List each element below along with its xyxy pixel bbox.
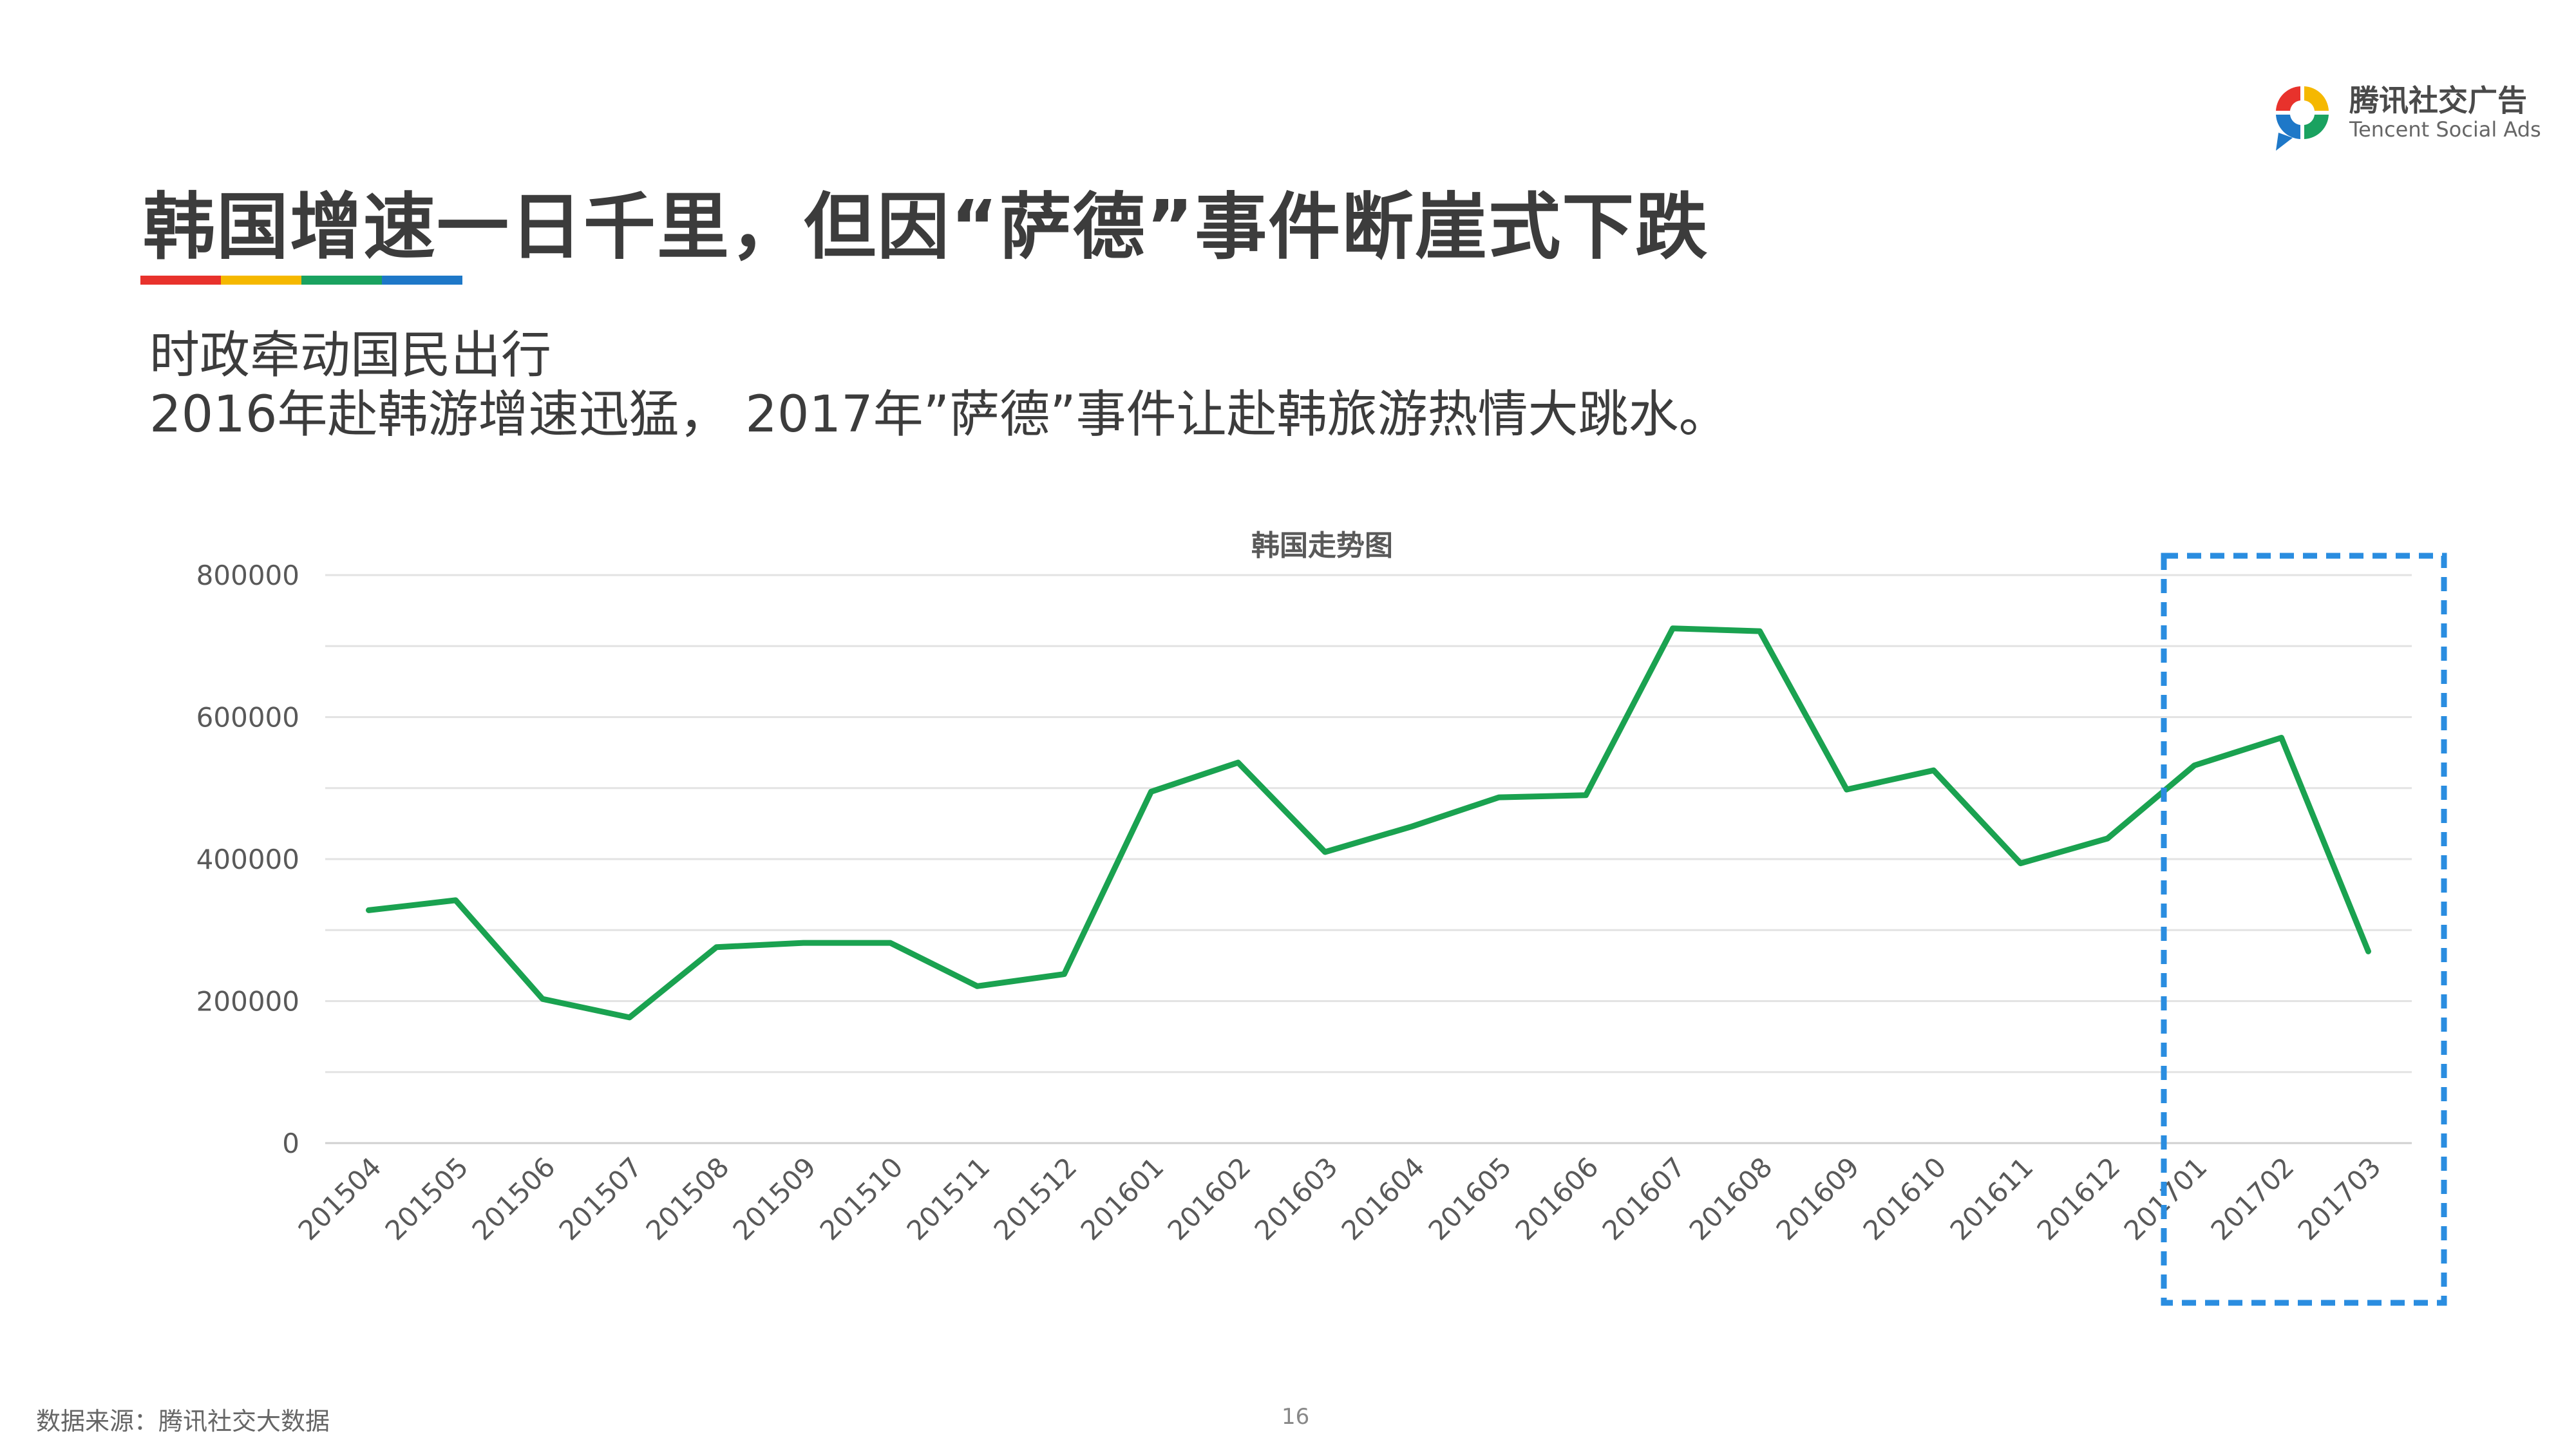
chart-title: 韩国走势图 bbox=[1251, 529, 1393, 562]
logo-name-cn: 腾讯社交广告 bbox=[2349, 83, 2527, 118]
x-tick-label: 201609 bbox=[1770, 1151, 1866, 1246]
series-point bbox=[1846, 788, 1848, 790]
x-tick-label: 201608 bbox=[1683, 1151, 1779, 1246]
series-point bbox=[1672, 627, 1674, 629]
x-tick-label: 201612 bbox=[2031, 1151, 2126, 1246]
subtitle-line-2: 2016年赴韩游增速迅猛， 2017年”萨德”事件让赴韩旅游热情大跳水。 bbox=[149, 386, 1729, 444]
gridlines bbox=[325, 574, 2412, 1144]
series-point bbox=[2020, 862, 2022, 864]
accent-blue bbox=[382, 276, 462, 285]
x-tick-label: 201602 bbox=[1162, 1151, 1257, 1246]
x-axis-ticks: 2015042015052015062015072015082015092015… bbox=[292, 1151, 2387, 1246]
subtitle: 时政牵动国民出行 2016年赴韩游增速迅猛， 2017年”萨德”事件让赴韩旅游热… bbox=[149, 326, 1729, 444]
series-point bbox=[2193, 764, 2195, 766]
x-tick-label: 201509 bbox=[727, 1151, 822, 1246]
logo-name-en: Tencent Social Ads bbox=[2349, 117, 2541, 142]
x-tick-label: 201601 bbox=[1075, 1151, 1170, 1246]
x-tick-label: 201610 bbox=[1857, 1151, 1953, 1246]
series-point bbox=[1411, 826, 1413, 828]
series-point bbox=[2367, 951, 2369, 952]
accent-green bbox=[301, 276, 382, 285]
x-tick-label: 201703 bbox=[2292, 1151, 2387, 1246]
series-point bbox=[1063, 973, 1065, 975]
accent-yellow bbox=[221, 276, 301, 285]
y-tick-label: 0 bbox=[282, 1128, 299, 1159]
tencent-social-ads-logo: 腾讯社交广告 Tencent Social Ads bbox=[2260, 71, 2544, 155]
highlight-layer bbox=[2161, 553, 2447, 1306]
highlight-box bbox=[2161, 553, 2447, 1306]
series-point bbox=[1498, 797, 1500, 799]
subtitle-line-1: 时政牵动国民出行 bbox=[149, 327, 552, 384]
series-line bbox=[366, 625, 2371, 1021]
series-point bbox=[802, 942, 804, 944]
x-tick-label: 201604 bbox=[1336, 1151, 1431, 1246]
series-point bbox=[1933, 770, 1935, 772]
series-point bbox=[1585, 794, 1587, 796]
x-tick-label: 201512 bbox=[988, 1151, 1083, 1246]
x-tick-label: 201702 bbox=[2205, 1151, 2300, 1246]
y-tick-label: 800000 bbox=[196, 560, 299, 591]
page-number: 16 bbox=[1282, 1404, 1310, 1430]
series-point bbox=[629, 1016, 630, 1018]
x-tick-label: 201505 bbox=[379, 1151, 475, 1246]
y-axis-ticks: 0 200000 400000 600000 800000 bbox=[196, 560, 299, 1159]
x-tick-label: 201504 bbox=[292, 1151, 388, 1246]
series-point bbox=[455, 899, 457, 901]
series-point bbox=[1759, 630, 1761, 632]
series-point bbox=[1324, 851, 1326, 853]
x-tick-label: 201506 bbox=[466, 1151, 562, 1246]
y-tick-label: 600000 bbox=[196, 702, 299, 734]
y-tick-label: 200000 bbox=[196, 986, 299, 1018]
x-tick-label: 201611 bbox=[1944, 1151, 2040, 1246]
series-point bbox=[889, 942, 891, 944]
series-point bbox=[1237, 762, 1239, 764]
accent-red bbox=[140, 276, 221, 285]
series-point bbox=[1150, 791, 1152, 793]
x-tick-label: 201511 bbox=[901, 1151, 996, 1246]
logo-ring-icon bbox=[2276, 86, 2329, 151]
series-layer bbox=[366, 625, 2371, 1021]
series-point bbox=[368, 909, 370, 911]
x-tick-label: 201508 bbox=[640, 1151, 735, 1246]
series-point bbox=[2280, 737, 2282, 739]
title-accent-bar bbox=[140, 276, 462, 285]
x-tick-label: 201605 bbox=[1423, 1151, 1518, 1246]
x-tick-label: 201607 bbox=[1596, 1151, 1692, 1246]
y-tick-label: 400000 bbox=[196, 844, 299, 875]
page-title: 韩国增速一日千里，但因“萨德”事件断崖式下跌 bbox=[143, 185, 1709, 269]
x-tick-label: 201606 bbox=[1510, 1151, 1605, 1246]
x-tick-label: 201510 bbox=[814, 1151, 909, 1246]
x-tick-label: 201507 bbox=[553, 1151, 649, 1246]
series-point bbox=[542, 998, 544, 1000]
series-point bbox=[715, 946, 717, 948]
series-point bbox=[2107, 838, 2108, 840]
data-source: 数据来源：腾讯社交大数据 bbox=[36, 1407, 330, 1435]
x-tick-label: 201603 bbox=[1249, 1151, 1344, 1246]
series-point bbox=[976, 985, 978, 987]
